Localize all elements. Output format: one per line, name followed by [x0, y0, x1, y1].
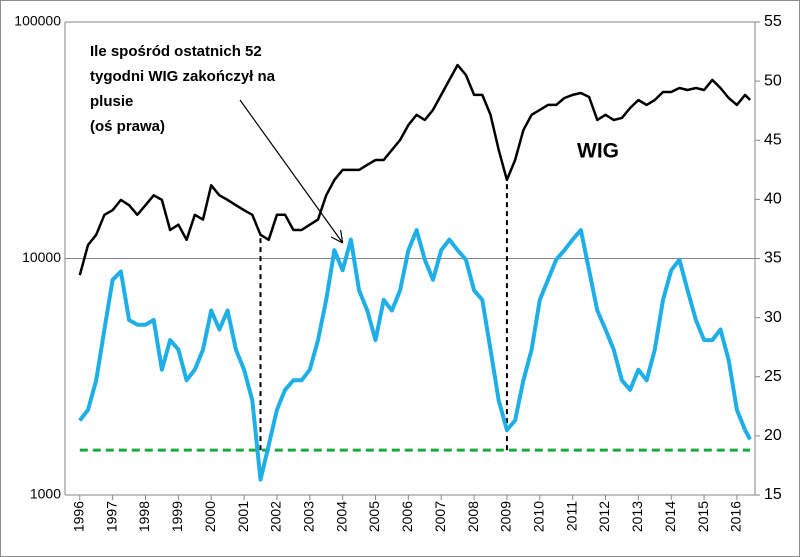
y-tick-label: 10000	[22, 249, 61, 265]
y-tick-label: 100000	[14, 13, 61, 29]
x-tick-label: 2013	[629, 501, 645, 532]
x-tick-label: 2002	[268, 501, 284, 532]
y2-tick-label: 30	[764, 309, 782, 326]
x-tick-label: 1996	[70, 501, 86, 532]
x-tick-label: 2012	[596, 501, 612, 532]
x-tick-label: 2005	[366, 501, 382, 532]
x-tick-label: 1999	[169, 501, 185, 532]
annotation: (oś prawa)	[90, 118, 165, 135]
x-tick-label: 2007	[432, 501, 448, 532]
x-tick-label: 2003	[300, 501, 316, 532]
annotation: plusie	[90, 93, 133, 110]
y2-tick-label: 45	[764, 131, 782, 148]
y2-tick-label: 15	[764, 486, 782, 503]
annotation-arrow	[239, 99, 342, 242]
x-tick-label: 2006	[399, 501, 415, 532]
annotation: tygodni WIG zakończył na	[90, 68, 276, 85]
x-tick-label: 1998	[136, 501, 152, 532]
x-tick-label: 2011	[563, 501, 579, 531]
x-tick-label: 2000	[202, 501, 218, 532]
y2-tick-label: 35	[764, 250, 782, 267]
x-tick-label: 2014	[662, 501, 678, 532]
series-line	[78, 228, 752, 482]
x-tick-label: 2016	[728, 501, 744, 532]
x-tick-label: 1997	[103, 501, 119, 532]
annotation: Ile spośród ostatnich 52	[90, 43, 262, 60]
x-tick-label: 2010	[530, 501, 546, 532]
y2-tick-label: 25	[764, 368, 782, 385]
x-tick-label: 2009	[498, 501, 514, 532]
x-tick-label: 2001	[235, 501, 251, 532]
x-tick-label: 2008	[465, 501, 481, 532]
series-label: WIG	[577, 140, 619, 163]
series-line	[78, 63, 751, 276]
y-tick-label: 1000	[30, 486, 61, 502]
y2-tick-label: 20	[764, 427, 782, 444]
y2-tick-label: 55	[764, 13, 782, 30]
x-tick-label: 2015	[695, 501, 711, 532]
x-tick-label: 2004	[333, 501, 349, 532]
y2-tick-label: 40	[764, 191, 782, 208]
y2-tick-label: 50	[764, 72, 782, 89]
